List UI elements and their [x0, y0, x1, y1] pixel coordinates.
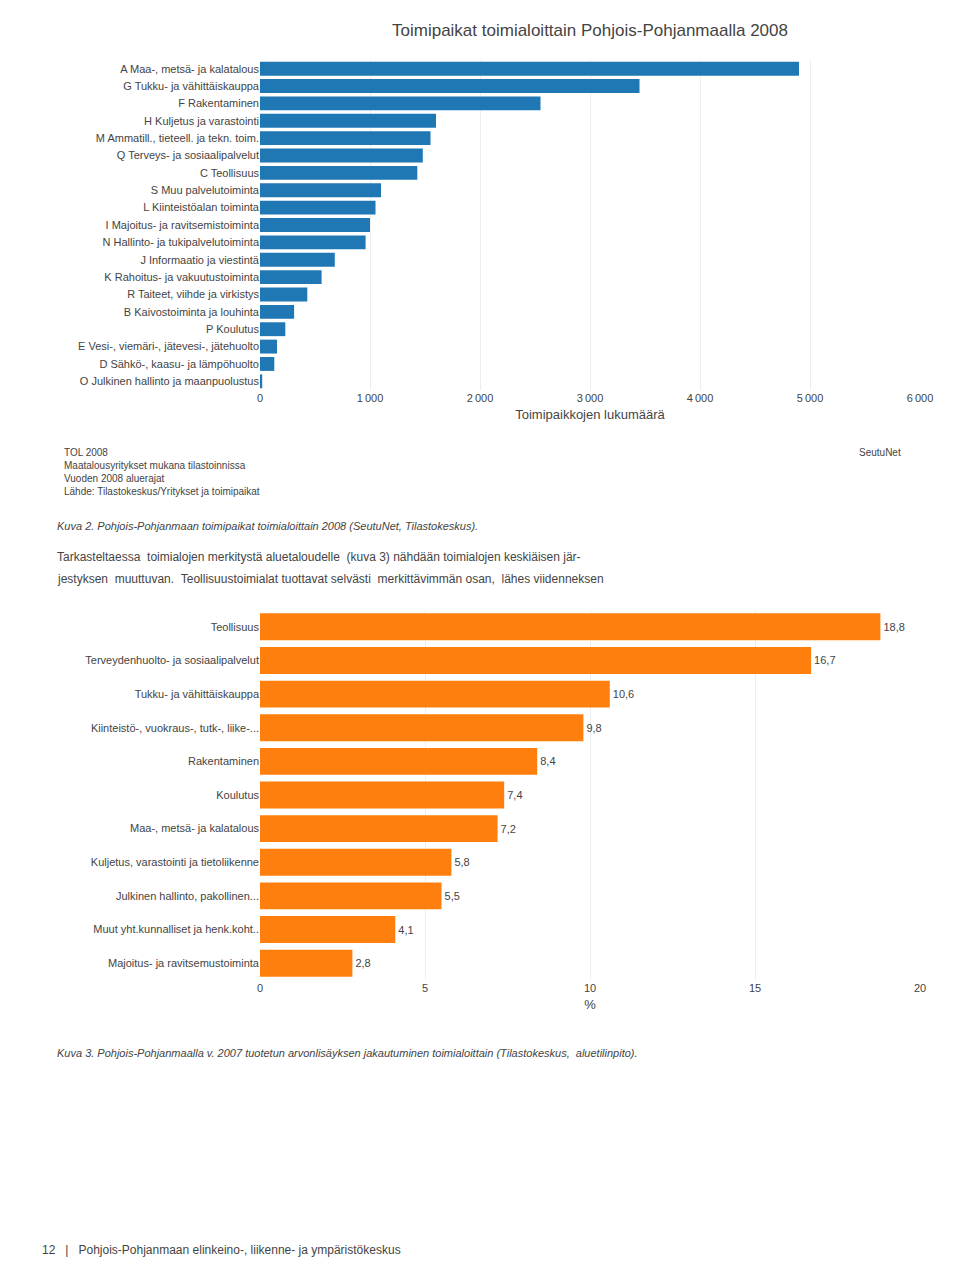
- svg-text:6 000: 6 000: [907, 392, 934, 404]
- svg-text:5,5: 5,5: [445, 890, 460, 902]
- svg-text:Kuva 3. Pohjois-Pohjanmaalla v: Kuva 3. Pohjois-Pohjanmaalla v. 2007 tuo…: [57, 1047, 638, 1059]
- svg-text:%: %: [584, 997, 596, 1012]
- svg-text:Tukku- ja vähittäiskauppa: Tukku- ja vähittäiskauppa: [135, 688, 260, 700]
- svg-text:2 000: 2 000: [467, 392, 494, 404]
- svg-text:A Maa-, metsä- ja kalatalous: A Maa-, metsä- ja kalatalous: [120, 63, 259, 75]
- svg-text:4,1: 4,1: [398, 924, 413, 936]
- svg-text:Muut yht.kunnalliset ja henk.k: Muut yht.kunnalliset ja henk.koht..: [93, 923, 259, 935]
- svg-text:M Ammatill., tieteell. ja tekn: M Ammatill., tieteell. ja tekn. toim.: [96, 132, 259, 144]
- svg-text:Kuljetus, varastointi ja tieto: Kuljetus, varastointi ja tietoliikenne: [91, 856, 259, 868]
- svg-text:Koulutus: Koulutus: [216, 789, 259, 801]
- svg-text:H Kuljetus ja varastointi: H Kuljetus ja varastointi: [144, 115, 259, 127]
- svg-text:G Tukku- ja vähittäiskauppa: G Tukku- ja vähittäiskauppa: [123, 80, 260, 92]
- svg-text:K Rahoitus- ja vakuutustoimint: K Rahoitus- ja vakuutustoiminta: [104, 271, 260, 283]
- svg-text:I Majoitus- ja ravitsemistoimi: I Majoitus- ja ravitsemistoiminta: [106, 219, 260, 231]
- svg-text:5: 5: [422, 982, 428, 994]
- svg-text:16,7: 16,7: [814, 654, 835, 666]
- svg-text:Maa-, metsä- ja kalatalous: Maa-, metsä- ja kalatalous: [130, 822, 259, 834]
- svg-text:9,8: 9,8: [586, 722, 601, 734]
- svg-text:E Vesi-, viemäri-, jätevesi-,: E Vesi-, viemäri-, jätevesi-, jätehuolto: [78, 340, 259, 352]
- svg-text:Toimipaikkojen lukumäärä: Toimipaikkojen lukumäärä: [515, 407, 665, 422]
- svg-text:4 000: 4 000: [687, 392, 714, 404]
- svg-text:12 | Pohjois-Pohjanmaan el: 12 | Pohjois-Pohjanmaan elinkeino-, liik…: [42, 1243, 401, 1257]
- svg-text:1 000: 1 000: [357, 392, 384, 404]
- svg-text:jestyksen muuttuvan. Teollis: jestyksen muuttuvan. Teollisuustoimialat…: [57, 572, 604, 586]
- svg-text:Kuva 2. Pohjois-Pohjanmaan toi: Kuva 2. Pohjois-Pohjanmaan toimipaikat t…: [57, 520, 478, 532]
- svg-text:Q Terveys- ja sosiaalipalvelut: Q Terveys- ja sosiaalipalvelut: [117, 149, 259, 161]
- svg-text:Terveydenhuolto- ja sosiaalipa: Terveydenhuolto- ja sosiaalipalvelut: [85, 654, 259, 666]
- svg-text:Teollisuus: Teollisuus: [211, 621, 260, 633]
- svg-text:Rakentaminen: Rakentaminen: [188, 755, 259, 767]
- svg-text:2,8: 2,8: [355, 957, 370, 969]
- svg-text:20: 20: [914, 982, 926, 994]
- svg-text:F Rakentaminen: F Rakentaminen: [178, 97, 259, 109]
- svg-text:TOL 2008Maatalousyritykset muk: TOL 2008Maatalousyritykset mukana tilast…: [64, 447, 260, 497]
- svg-text:7,4: 7,4: [507, 789, 522, 801]
- svg-text:0: 0: [257, 392, 263, 404]
- svg-text:L Kiinteistöalan toiminta: L Kiinteistöalan toiminta: [143, 201, 260, 213]
- svg-text:S Muu palvelutoiminta: S Muu palvelutoiminta: [151, 184, 260, 196]
- svg-text:Toimipaikat toimialoittain Poh: Toimipaikat toimialoittain Pohjois-Pohja…: [392, 21, 788, 40]
- svg-text:N Hallinto- ja tukipalvelutoim: N Hallinto- ja tukipalvelutoiminta: [102, 236, 259, 248]
- svg-text:3 000: 3 000: [577, 392, 604, 404]
- svg-text:J Informaatio ja viestintä: J Informaatio ja viestintä: [140, 254, 259, 266]
- svg-text:Tarkasteltaessa toimialojen m: Tarkasteltaessa toimialojen merkitystä a…: [57, 550, 581, 564]
- svg-text:0: 0: [257, 982, 263, 994]
- svg-text:15: 15: [749, 982, 761, 994]
- svg-text:C Teollisuus: C Teollisuus: [200, 167, 260, 179]
- svg-text:8,4: 8,4: [540, 755, 555, 767]
- svg-text:10: 10: [584, 982, 596, 994]
- svg-text:Majoitus- ja ravitsemustoimint: Majoitus- ja ravitsemustoiminta: [108, 957, 260, 969]
- svg-text:P Koulutus: P Koulutus: [206, 323, 260, 335]
- svg-text:Julkinen hallinto, pakollinen.: Julkinen hallinto, pakollinen...: [116, 890, 259, 902]
- svg-text:5,8: 5,8: [454, 856, 469, 868]
- svg-text:D Sähkö-, kaasu- ja lämpöhuolt: D Sähkö-, kaasu- ja lämpöhuolto: [99, 358, 259, 370]
- svg-text:R Taiteet, viihde ja virkistys: R Taiteet, viihde ja virkistys: [127, 288, 259, 300]
- svg-text:O Julkinen hallinto ja maanpuo: O Julkinen hallinto ja maanpuolustus: [80, 375, 260, 387]
- svg-text:10,6: 10,6: [613, 688, 634, 700]
- svg-text:SeutuNet: SeutuNet: [859, 447, 901, 458]
- svg-text:18,8: 18,8: [883, 621, 904, 633]
- svg-text:5 000: 5 000: [797, 392, 824, 404]
- svg-text:Kiinteistö-, vuokraus-, tutk-,: Kiinteistö-, vuokraus-, tutk-, liike-...: [91, 722, 259, 734]
- svg-text:7,2: 7,2: [501, 823, 516, 835]
- svg-text:B Kaivostoiminta ja louhinta: B Kaivostoiminta ja louhinta: [124, 306, 260, 318]
